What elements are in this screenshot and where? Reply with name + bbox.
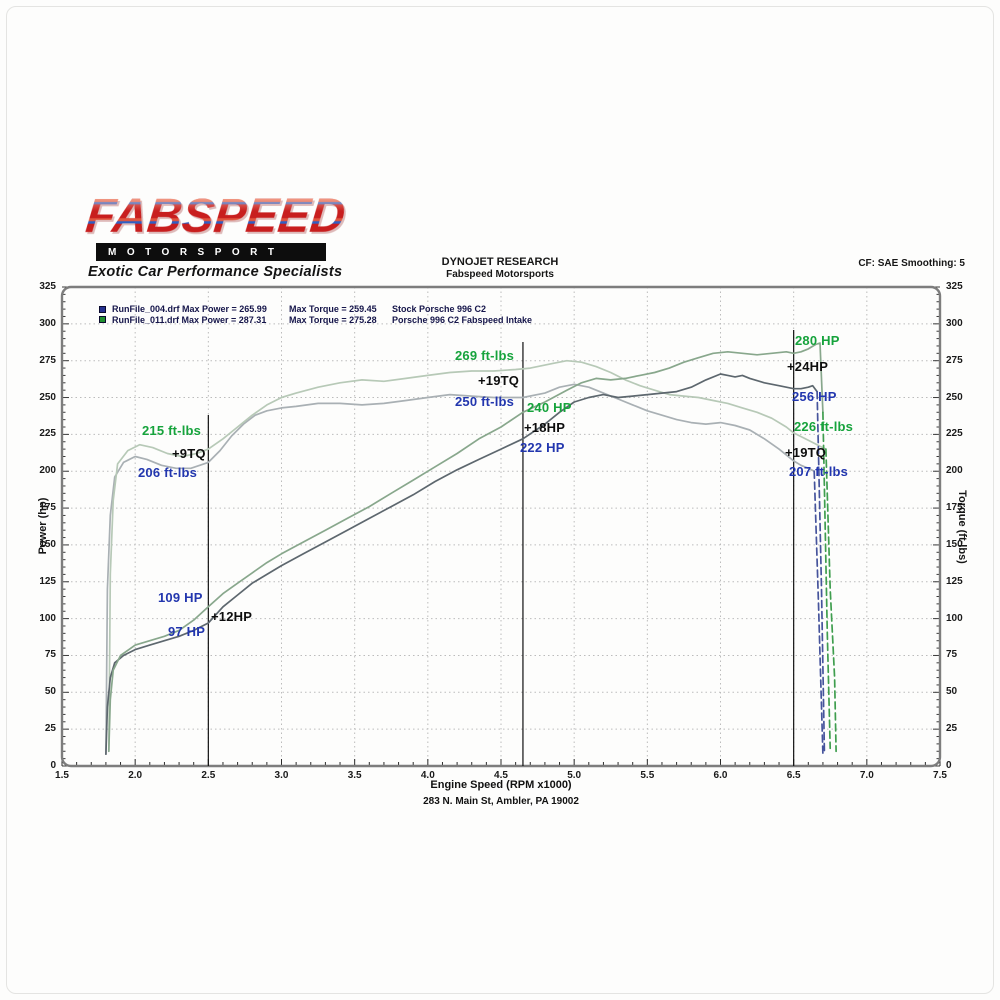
y-axis-title-power: Power (hp)	[37, 497, 49, 555]
curve-stock-porsche-996-c2-torque-ft-lbs--drop	[813, 470, 824, 756]
plot-frame	[60, 285, 942, 768]
shop-address: 283 N. Main St, Ambler, PA 19002	[423, 796, 579, 807]
legend-file-power: RunFile_011.drf Max Power = 287.31	[112, 314, 267, 325]
curve-stock-porsche-996-c2-torque-ft-lbs-	[105, 383, 816, 756]
curve-porsche-996-c2-fabspeed-intake-power-hp-	[107, 342, 824, 753]
facility-name: DYNOJET RESEARCH	[441, 256, 559, 268]
legend-max-torque: Max Torque = 275.28	[289, 314, 377, 325]
motorsport-bar: MOTORSPORT	[96, 243, 326, 262]
legend-swatch-intake	[99, 316, 106, 324]
correction-factor: CF: SAE Smoothing: 5	[858, 258, 965, 269]
curve-stock-porsche-996-c2-power-hp-	[105, 373, 818, 756]
legend-row-stock: RunFile_004.drf Max Power = 265.99 Max T…	[99, 304, 532, 315]
legend: RunFile_004.drf Max Power = 265.99 Max T…	[99, 304, 532, 325]
legend-row-intake: RunFile_011.drf Max Power = 287.31 Max T…	[99, 315, 532, 326]
fabspeed-logo: FABSPEED MOTORSPORT Exotic Car Performan…	[83, 192, 389, 281]
curve-stock-porsche-996-c2-power-hp--drop	[816, 390, 826, 753]
legend-run-desc: Stock Porsche 996 C2	[392, 304, 487, 315]
operator-name: Fabspeed Motorsports	[446, 269, 554, 280]
legend-max-torque: Max Torque = 259.45	[289, 304, 377, 315]
curve-porsche-996-c2-fabspeed-intake-torque-ft-lbs-	[107, 359, 827, 753]
dyno-header: DYNOJET RESEARCH Fabspeed Motorsports	[350, 256, 650, 280]
curve-porsche-996-c2-fabspeed-intake-power-hp--drop	[822, 411, 832, 750]
legend-file-power: RunFile_004.drf Max Power = 265.99	[112, 304, 267, 315]
legend-run-desc: Porsche 996 C2 Fabspeed Intake	[392, 314, 533, 325]
fabspeed-wordmark: FABSPEED	[83, 192, 389, 243]
x-axis-title: Engine Speed (RPM x1000)	[430, 779, 572, 791]
logo-tagline: Exotic Car Performance Specialists	[88, 264, 343, 281]
curve-porsche-996-c2-fabspeed-intake-torque-ft-lbs--drop	[825, 448, 837, 753]
legend-swatch-stock	[99, 305, 106, 313]
y-axis-title-torque: Torque (ft-lbs)	[956, 490, 968, 564]
